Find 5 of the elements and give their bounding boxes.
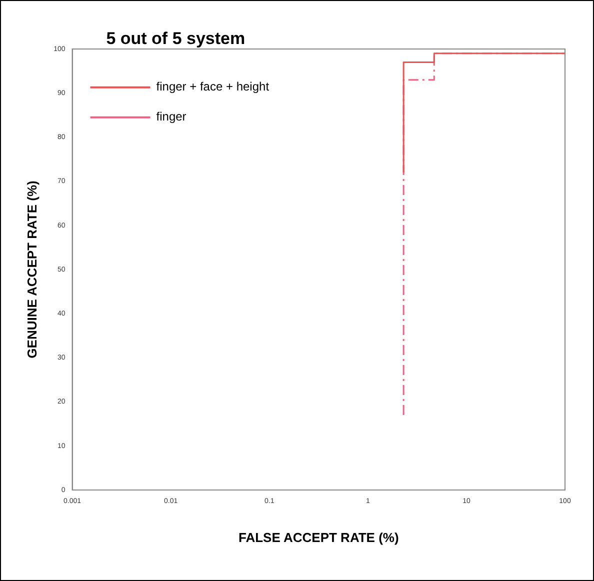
x-axis-title: FALSE ACCEPT RATE (%) — [238, 530, 399, 545]
legend-title: 5 out of 5 system — [106, 29, 246, 48]
legend-label: finger — [156, 110, 186, 124]
legend-label: finger + face + height — [156, 80, 270, 94]
y-axis-title: GENUINE ACCEPT RATE (%) — [24, 180, 40, 358]
